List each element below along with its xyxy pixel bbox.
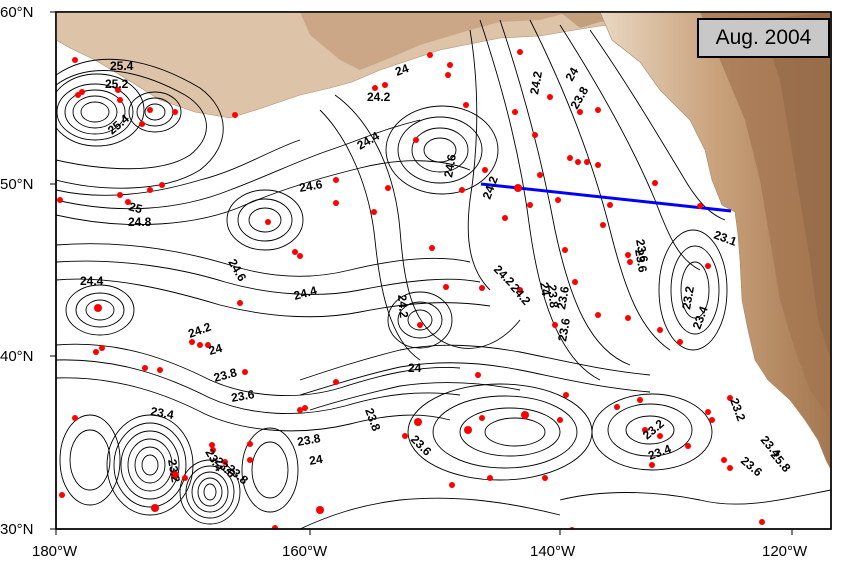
contour-label: 24.6 [441,153,459,179]
contour-label: 23.8 [545,284,561,309]
lat-label: 60°N [0,4,34,21]
contour-label: 23.8 [212,365,238,385]
transect-line [480,182,732,213]
contour-label: 23.6 [554,285,572,311]
lon-label: 120°W [762,543,808,560]
longitude-labels: 180°W 160°W 140°W 120°W [32,543,808,560]
lon-label: 160°W [282,543,328,560]
contour-label: 24 [393,61,411,79]
date-label: Aug. 2004 [715,26,812,49]
station-dots [57,49,765,529]
date-label-box: Aug. 2004 [697,18,830,58]
contour-label: 24.2 [395,294,411,319]
lat-label: 50°N [0,176,34,193]
contour-label: 23.2 [165,458,183,484]
land-alaska-relief [300,12,570,70]
contour-label: 24 [537,281,553,297]
lat-label: 40°N [0,348,34,365]
contour-label: 24.2 [527,70,545,96]
contour-label: 24 [408,361,422,375]
contour-label: 25.2 [105,77,129,91]
contour-label: 24.4 [292,283,318,303]
contour-label: 24.4 [80,274,104,288]
contour-label: 24.6 [298,177,324,195]
contour-label: 23.6 [633,238,651,264]
plot-frame [55,11,832,530]
contour-label: 23.2 [679,285,697,311]
density-contours [56,19,831,529]
lon-label: 140°W [530,543,576,560]
land-mountains [760,12,831,360]
contour-label: 25 [127,199,144,216]
contour-label: 23.8 [296,431,322,449]
contour-label: 24 [308,452,324,468]
contour-label: 24 [562,65,581,84]
contour-label: 23.4 [149,404,175,422]
contour-label: 24.2 [367,90,391,104]
lon-label: 180°W [32,543,78,560]
contour-label: 24.8 [128,215,152,229]
contour-label: 23.6 [230,387,256,405]
axis-ticks [50,11,793,535]
lat-label: 30°N [0,521,34,538]
contour-label: 23.6 [632,248,650,274]
contour-label: 24 [207,341,224,358]
contour-label: 23.6 [555,317,573,343]
latitude-labels: 60°N 50°N 40°N 30°N [0,4,34,538]
contour-label: 25.4 [110,59,134,73]
